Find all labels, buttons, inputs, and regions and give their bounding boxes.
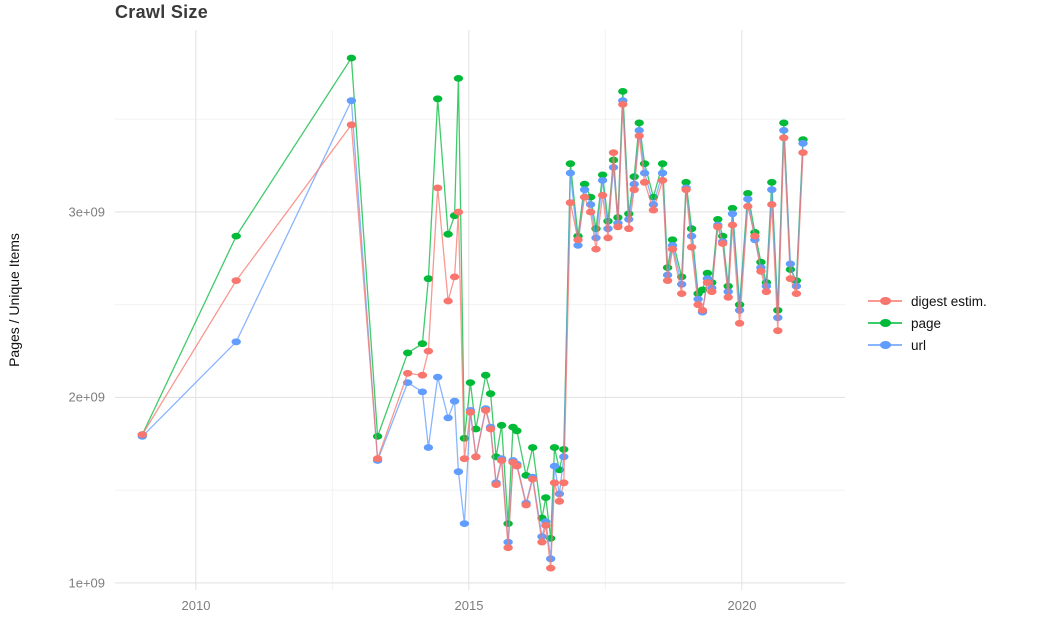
x-tick-label-2010: 2010 [181, 598, 211, 613]
gridlines-major [115, 30, 845, 590]
legend-label-url: url [911, 337, 927, 353]
legend-label-digest: digest estim. [911, 293, 987, 309]
series-line-digestestim [141, 104, 804, 569]
legend-label-page: page [911, 315, 942, 331]
y-tick-label-1e09: 1e+09 [68, 575, 105, 591]
y-tick-label-3e09: 3e+09 [68, 204, 105, 220]
series-points-page [137, 54, 808, 542]
y-axis-title: Pages / Unique Items [6, 233, 22, 367]
legend-key-page-icon [868, 316, 902, 330]
legend: digest estim. page url [868, 290, 987, 356]
series-points-url [137, 97, 808, 563]
gridlines-minor [115, 30, 845, 590]
chart-title: Crawl Size [115, 2, 209, 22]
legend-item-page: page [868, 312, 987, 334]
legend-item-digest: digest estim. [868, 290, 987, 312]
legend-item-url: url [868, 334, 987, 356]
x-tick-label-2015: 2015 [454, 598, 484, 613]
series-points-digestestim [137, 101, 808, 572]
legend-key-url-icon [868, 338, 902, 352]
x-tick-label-2020: 2020 [727, 598, 757, 613]
y-tick-label-2e09: 2e+09 [68, 389, 105, 405]
legend-key-digest-icon [868, 294, 902, 308]
